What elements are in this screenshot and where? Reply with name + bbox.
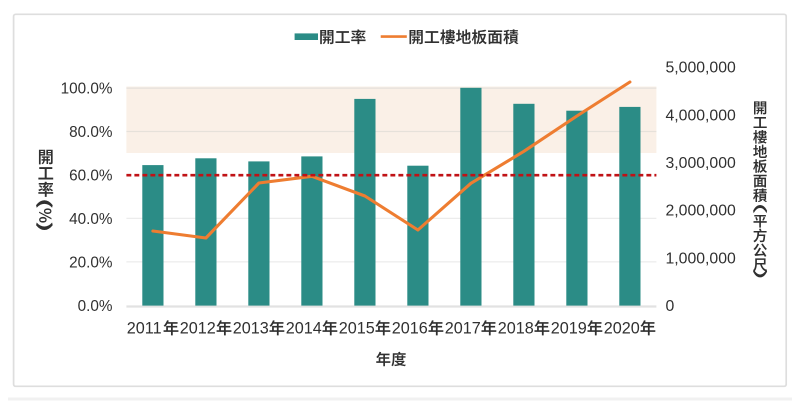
svg-text:2012: 2012 [180, 320, 216, 338]
svg-text:2020: 2020 [604, 320, 640, 338]
svg-text:2015: 2015 [339, 320, 375, 338]
svg-text:100.0%: 100.0% [61, 81, 113, 98]
svg-text:3,000,000: 3,000,000 [666, 155, 736, 172]
svg-text:40.0%: 40.0% [69, 211, 113, 228]
svg-text:2019: 2019 [551, 320, 587, 338]
svg-text:2018: 2018 [498, 320, 534, 338]
svg-text:1,000,000: 1,000,000 [666, 250, 736, 267]
svg-text:80.0%: 80.0% [69, 124, 113, 141]
svg-text:2014: 2014 [286, 320, 322, 338]
svg-text:5,000,000: 5,000,000 [666, 60, 736, 77]
svg-text:60.0%: 60.0% [69, 168, 113, 185]
svg-text:4,000,000: 4,000,000 [666, 107, 736, 124]
svg-text:2013: 2013 [233, 320, 269, 338]
svg-text:2011: 2011 [127, 320, 162, 338]
svg-text:20.0%: 20.0% [69, 254, 113, 271]
svg-text:2017: 2017 [445, 320, 481, 338]
svg-text:0.0%: 0.0% [78, 298, 113, 315]
svg-text:0: 0 [666, 298, 675, 315]
svg-text:2016: 2016 [392, 320, 428, 338]
svg-text:2,000,000: 2,000,000 [666, 203, 736, 220]
